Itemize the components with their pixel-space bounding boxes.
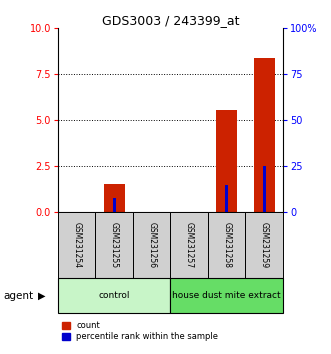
Bar [216,110,237,212]
Text: GSM231259: GSM231259 [260,222,269,268]
Text: GSM231258: GSM231258 [222,222,231,268]
Bar [254,58,274,212]
Bar [208,212,246,278]
Bar [113,198,116,212]
Legend: count, percentile rank within the sample: count, percentile rank within the sample [62,321,218,342]
Bar [95,212,133,278]
Bar [246,212,283,278]
Bar [133,212,170,278]
Bar [104,184,124,212]
Text: control: control [98,291,130,300]
Bar [170,212,208,278]
Bar [225,185,228,212]
Text: GSM231254: GSM231254 [72,222,81,268]
Bar [58,278,170,313]
Bar [263,166,266,212]
Bar [170,278,283,313]
Text: house dust mite extract: house dust mite extract [172,291,281,300]
Bar [58,212,95,278]
Text: GSM231256: GSM231256 [147,222,156,268]
Text: GSM231257: GSM231257 [185,222,194,268]
Title: GDS3003 / 243399_at: GDS3003 / 243399_at [102,14,239,27]
Text: agent: agent [3,291,33,301]
Text: ▶: ▶ [38,291,46,301]
Text: GSM231255: GSM231255 [110,222,119,268]
